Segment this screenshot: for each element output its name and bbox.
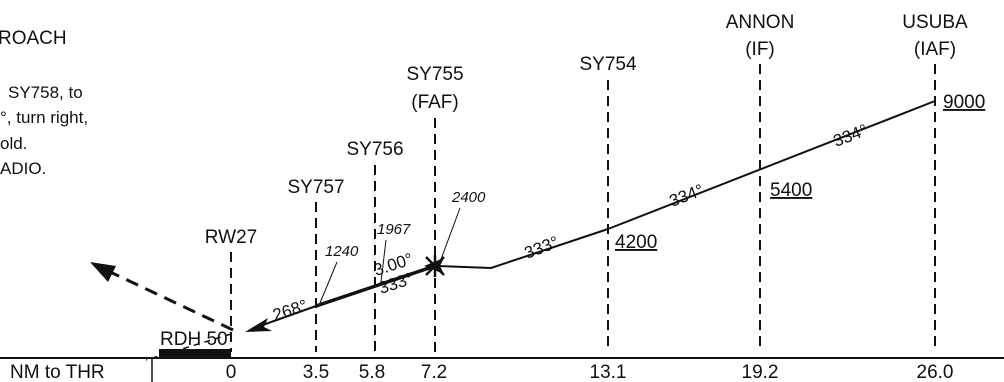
dist-sy755: 7.2 [421, 362, 447, 382]
dist-annon: 19.2 [742, 362, 779, 382]
dist-sy754: 13.1 [590, 362, 627, 382]
segment-sy754-sy755 [437, 228, 609, 270]
chart-title: ROACH [0, 28, 67, 49]
sy755-leader [439, 207, 461, 263]
missed-arrowhead-icon [90, 262, 116, 282]
segment-usuba-sy754 [607, 100, 936, 230]
segment-threshold-crossing [145, 333, 232, 361]
sy755-role: (FAF) [411, 92, 459, 113]
sy756-leader [380, 239, 387, 283]
usuba-role: (IAF) [914, 39, 956, 60]
annon-role: (IF) [745, 39, 775, 60]
procedure-notes: SY758, to °, turn right, old. ADIO. [0, 83, 88, 178]
course-sy754-sy755: 333° [522, 232, 562, 262]
dist-usuba: 26.0 [917, 362, 954, 382]
altitude-leaders [319, 207, 461, 304]
sy754-altitude: 4200 [615, 232, 657, 253]
usuba-altitude: 9000 [943, 92, 985, 113]
dist-sy757: 3.5 [303, 362, 329, 382]
rdh-label: RDH 50 [160, 329, 228, 350]
note-line-2: °, turn right, [0, 108, 88, 127]
fix-lines [230, 64, 936, 352]
annon-altitude: 5400 [770, 180, 812, 201]
approach-path [145, 100, 936, 361]
sy756-name: SY756 [346, 139, 403, 160]
course-missed: 268° [270, 296, 309, 325]
segment-final-approach [259, 305, 317, 327]
sy755-altitude: 2400 [451, 189, 486, 206]
annon-name: ANNON [726, 12, 795, 33]
note-line-3: old. [0, 134, 27, 153]
course-annon-sy754: 334° [667, 180, 707, 210]
sy757-leader [319, 261, 338, 304]
usuba-name: USUBA [902, 12, 968, 33]
sy754-name: SY754 [579, 54, 636, 75]
dist-sy756: 5.8 [359, 362, 385, 382]
dist-rw27: 0 [226, 362, 237, 382]
sy757-altitude: 1240 [325, 243, 359, 260]
note-line-1: SY758, to [8, 83, 83, 102]
axis-label: NM to THR [10, 362, 105, 382]
course-usuba-annon: 334° [831, 120, 871, 150]
runway-bar [159, 349, 231, 358]
rw27-name: RW27 [205, 227, 257, 248]
sy755-name: SY755 [406, 64, 463, 85]
sy757-name: SY757 [287, 177, 344, 198]
sy756-altitude: 1967 [377, 221, 411, 238]
segment-final-glide [315, 264, 436, 308]
final-arrowhead [245, 318, 272, 332]
missed-approach-arrow [90, 262, 234, 332]
note-line-4: ADIO. [0, 159, 46, 178]
faf-star-icon [425, 255, 445, 277]
